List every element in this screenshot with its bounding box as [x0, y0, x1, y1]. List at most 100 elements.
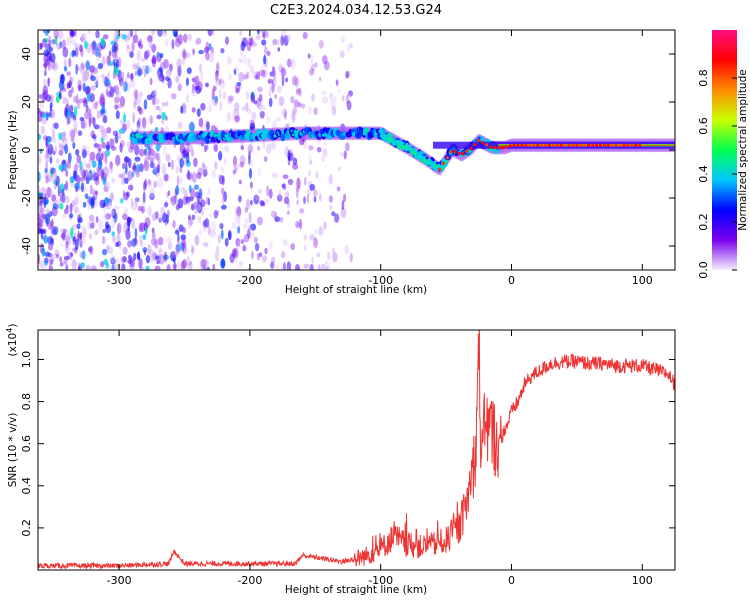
spectrogram-noise-cell: [153, 211, 157, 220]
spectrogram-noise-cell: [43, 235, 48, 244]
spectrogram-noise-cell: [271, 172, 278, 179]
spectrogram-noise-cell: [47, 144, 54, 155]
spectrogram-noise-cell: [245, 199, 250, 210]
spectrogram-noise-cell: [192, 48, 195, 55]
spectrogram-noise-cell: [191, 214, 196, 221]
spectrogram-noise-cell: [180, 234, 187, 241]
spectrogram-noise-cell: [171, 39, 175, 50]
spectrogram-noise-cell: [132, 34, 139, 44]
spectrogram-noise-cell: [166, 236, 172, 244]
spectrogram-noise-cell: [292, 107, 298, 115]
spectrogram-noise-cell: [41, 263, 47, 270]
spectrogram-noise-cell: [125, 163, 128, 175]
spectrogram-noise-cell: [87, 204, 91, 211]
spectrogram-noise-cell: [176, 58, 182, 70]
spectrogram-noise-cell: [252, 41, 257, 48]
spectrogram-noise-cell: [197, 187, 201, 194]
signal-high-cell: [638, 143, 642, 147]
spectrogram-noise-cell: [51, 218, 54, 228]
spectrogram-noise-cell: [282, 174, 289, 179]
spectrogram-noise-cell: [109, 61, 114, 67]
spectrogram-noise-cell: [68, 115, 74, 123]
spectrogram-noise-cell: [144, 227, 148, 235]
spectrogram-noise-cell: [66, 118, 70, 126]
spectrogram-noise-cell: [96, 56, 100, 63]
spectrogram-noise-cell: [179, 40, 183, 47]
spectrogram-noise-cell: [118, 223, 122, 232]
spectrogram-noise-cell: [281, 68, 286, 77]
spectrogram-noise-cell: [80, 48, 84, 58]
spectrogram-noise-cell: [278, 64, 284, 73]
spectrogram-noise-cell: [293, 99, 299, 108]
spectrogram-noise-cell: [63, 228, 67, 234]
spectrogram-noise-cell: [194, 184, 199, 190]
snr-y-tick-label: 0.8: [20, 393, 33, 411]
spectrogram-noise-cell: [320, 263, 326, 270]
spectrogram-noise-cell: [146, 35, 153, 43]
spectrogram-noise-cell: [175, 204, 180, 211]
spectrogram-noise-cell: [66, 71, 71, 77]
spectrogram-noise-cell: [259, 200, 265, 206]
spectrogram-background-noise: [38, 30, 353, 270]
spectrogram-noise-cell: [69, 76, 75, 83]
spectrogram-noise-cell: [64, 243, 71, 254]
spectrogram-noise-cell: [221, 193, 225, 205]
snr-y-tick-label: 0.4: [20, 477, 33, 495]
spectrogram-noise-cell: [67, 229, 70, 238]
spectrogram-noise-cell: [104, 154, 108, 166]
spectrogram-noise-cell: [202, 219, 209, 229]
spectrogram-noise-cell: [48, 143, 52, 149]
spectrogram-noise-cell: [208, 212, 212, 218]
spectrogram-noise-cell: [179, 157, 184, 168]
spectrogram-noise-cell: [172, 220, 176, 229]
spectrogram-noise-cell: [38, 192, 44, 198]
spectrogram-noise-cell: [138, 148, 145, 157]
spectrogram-y-tick-label: -40: [20, 237, 33, 255]
spectrogram-noise-cell: [85, 60, 90, 71]
spectrogram-noise-cell: [59, 194, 63, 203]
spectrogram-x-tick-label: -200: [237, 274, 262, 287]
spectrogram-noise-cell: [225, 36, 229, 45]
spectrogram-noise-cell: [237, 226, 241, 234]
spectrogram-noise-cell: [38, 94, 42, 99]
spectrogram-noise-cell: [248, 212, 252, 223]
spectrogram-noise-cell: [139, 266, 144, 270]
spectrogram-noise-cell: [138, 257, 143, 269]
signal-high-cell: [536, 143, 540, 147]
spectrogram-noise-cell: [88, 169, 93, 181]
spectrogram-noise-cell: [185, 77, 189, 87]
spectrogram-noise-cell: [332, 247, 335, 254]
spectrogram-noise-cell: [162, 145, 167, 156]
spectrogram-noise-cell: [115, 257, 120, 269]
spectrogram-noise-cell: [91, 160, 97, 168]
spectrogram-noise-cell: [186, 152, 190, 164]
spectrogram-noise-cell: [163, 58, 169, 69]
spectrogram-noise-cell: [266, 185, 270, 197]
spectrogram-noise-cell: [113, 95, 119, 107]
spectrogram-noise-cell: [234, 255, 238, 264]
spectrogram-noise-cell: [220, 166, 225, 174]
spectrogram-noise-cell: [74, 260, 77, 266]
spectrogram-noise-cell: [90, 85, 97, 91]
spectrogram-noise-cell: [93, 124, 100, 130]
spectrogram-noise-cell: [74, 194, 80, 206]
spectrogram-noise-cell: [77, 130, 83, 136]
spectrogram-noise-cell: [123, 81, 128, 92]
spectrogram-noise-cell: [181, 149, 187, 159]
spectrogram-noise-cell: [190, 245, 195, 254]
spectrogram-noise-cell: [96, 110, 101, 119]
spectrogram-noise-cell: [66, 36, 72, 46]
signal-high-cell: [618, 143, 622, 147]
spectrogram-noise-cell: [313, 237, 318, 249]
spectrogram-noise-cell: [130, 197, 134, 208]
spectrogram-noise-cell: [218, 79, 222, 84]
spectrogram-noise-cell: [163, 30, 167, 34]
spectrogram-noise-cell: [131, 218, 136, 229]
spectrogram-noise-cell: [175, 185, 180, 196]
spectrogram-noise-cell: [157, 30, 163, 37]
spectrogram-noise-cell: [43, 197, 47, 209]
spectrogram-noise-cell: [290, 58, 296, 70]
spectrogram-noise-cell: [253, 236, 258, 244]
signal-high-cell: [583, 143, 587, 147]
spectrogram-noise-cell: [86, 171, 92, 179]
